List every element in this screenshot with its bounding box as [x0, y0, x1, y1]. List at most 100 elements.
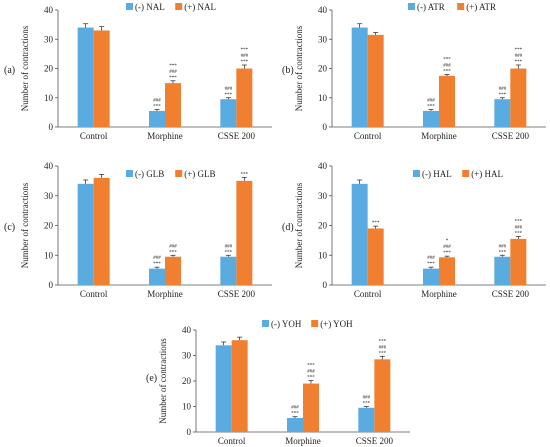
y-tick-label: 30 — [182, 351, 192, 361]
x-tick-label: Control — [354, 289, 382, 299]
bar-minus — [149, 110, 165, 127]
legend-swatch — [462, 170, 470, 177]
significance-mark: *** — [515, 60, 523, 65]
bar-plus — [510, 68, 527, 127]
bar-plus — [231, 340, 248, 432]
legend-label: (-) GLB — [135, 169, 164, 179]
legend-label: (-) NAL — [135, 2, 165, 12]
significance-mark: *** — [443, 251, 451, 256]
significance-mark: ### — [515, 226, 523, 231]
y-tick-label: 40 — [44, 161, 54, 171]
significance-mark: *** — [379, 351, 387, 356]
panel-label: (b) — [282, 65, 294, 76]
significance-mark: *** — [169, 64, 177, 69]
x-tick-label: CSSE 200 — [218, 289, 256, 299]
y-tick-label: 0 — [323, 280, 328, 290]
chart-panel-1: (a) Number of contractions 0 10 20 30 40 Contro… — [4, 2, 272, 141]
significance-mark: ### — [169, 244, 177, 249]
significance-mark: *** — [515, 232, 523, 237]
significance-mark: *** — [427, 262, 435, 267]
legend-swatch — [175, 170, 183, 177]
legend-label: (+) NAL — [184, 2, 216, 12]
significance-mark: ### — [443, 63, 451, 68]
y-tick-label: 10 — [318, 250, 328, 260]
bar-plus — [165, 256, 181, 285]
y-tick-label: 40 — [318, 5, 328, 15]
legend-swatch — [262, 320, 269, 327]
y-tick-label: 30 — [44, 34, 54, 44]
chart-panel-3: (c) Number of contractions 0 10 20 30 40 Contro… — [4, 161, 272, 299]
significance-mark: *** — [427, 104, 435, 109]
panel-label: (e) — [146, 373, 157, 384]
legend-label: (+) ATR — [466, 2, 496, 12]
bar-minus — [351, 183, 368, 285]
y-axis-label: Number of contractions — [20, 182, 30, 268]
significance-mark: *** — [153, 104, 161, 109]
y-tick-label: 20 — [318, 221, 328, 231]
bar-plus — [93, 177, 110, 285]
significance-mark: ### — [427, 98, 435, 103]
significance-mark: *** — [515, 48, 523, 53]
bar-minus — [220, 256, 237, 285]
significance-mark: *** — [241, 48, 249, 53]
legend-swatch — [408, 3, 415, 10]
significance-mark: *** — [443, 57, 451, 62]
x-tick-label: CSSE 200 — [492, 289, 530, 299]
significance-mark: ### — [363, 396, 371, 401]
x-tick-label: Control — [80, 289, 108, 299]
legend-label: (+) YOH — [320, 319, 353, 329]
significance-mark: ### — [153, 256, 161, 261]
y-tick-label: 10 — [318, 93, 328, 103]
bar-plus — [367, 228, 384, 285]
significance-mark: ### — [379, 345, 387, 350]
chart-panel-4: (d) Number of contractions 0 10 20 30 40 Contro… — [282, 161, 546, 299]
legend-swatch — [126, 3, 133, 10]
bar-minus — [149, 268, 165, 285]
y-tick-label: 30 — [318, 191, 328, 201]
x-tick-label: Morphine — [147, 131, 183, 141]
y-tick-label: 10 — [44, 250, 54, 260]
legend-swatch — [126, 170, 133, 177]
legend-label: (+) HAL — [471, 169, 503, 179]
bar-plus — [236, 180, 253, 285]
y-tick-label: 0 — [187, 427, 192, 437]
bar-minus — [423, 110, 439, 127]
bar-plus — [510, 238, 527, 285]
y-tick-label: 30 — [44, 191, 54, 201]
significance-mark: ### — [241, 54, 249, 59]
y-tick-label: 40 — [44, 5, 54, 15]
chart-panel-2: (b) Number of contractions 0 10 20 30 40 Contro… — [282, 2, 546, 141]
y-tick-label: 40 — [318, 161, 328, 171]
y-axis-label: Number of contractions — [294, 182, 304, 268]
y-tick-label: 0 — [323, 122, 328, 132]
legend-swatch — [457, 3, 465, 10]
x-tick-label: Morphine — [285, 436, 321, 446]
significance-mark: *** — [241, 172, 249, 177]
significance-mark: *** — [499, 93, 507, 98]
significance-mark: *** — [169, 250, 177, 255]
bar-plus — [439, 257, 455, 285]
significance-mark: ### — [427, 256, 435, 261]
significance-mark: *** — [169, 76, 177, 81]
significance-mark: *** — [443, 69, 451, 74]
legend-swatch — [175, 3, 183, 10]
significance-mark: ### — [515, 54, 523, 59]
significance-mark: ### — [291, 406, 299, 411]
panel-label: (a) — [4, 65, 15, 76]
bar-minus — [494, 99, 511, 127]
significance-mark: *** — [307, 363, 315, 368]
significance-mark: *** — [241, 60, 249, 65]
y-tick-label: 30 — [318, 34, 328, 44]
y-tick-label: 20 — [182, 376, 192, 386]
significance-mark: ### — [225, 87, 233, 92]
significance-mark: ### — [499, 87, 507, 92]
significance-mark: ### — [153, 98, 161, 103]
legend-label: (-) ATR — [417, 2, 445, 12]
significance-mark: ### — [307, 369, 315, 374]
chart-panel-5: (e) Number of contractions 0 10 20 30 40 Contro… — [146, 319, 410, 446]
bar-minus — [77, 183, 94, 285]
significance-mark: *** — [499, 250, 507, 255]
significance-mark: *** — [153, 262, 161, 267]
y-axis-label: Number of contractions — [20, 25, 30, 111]
